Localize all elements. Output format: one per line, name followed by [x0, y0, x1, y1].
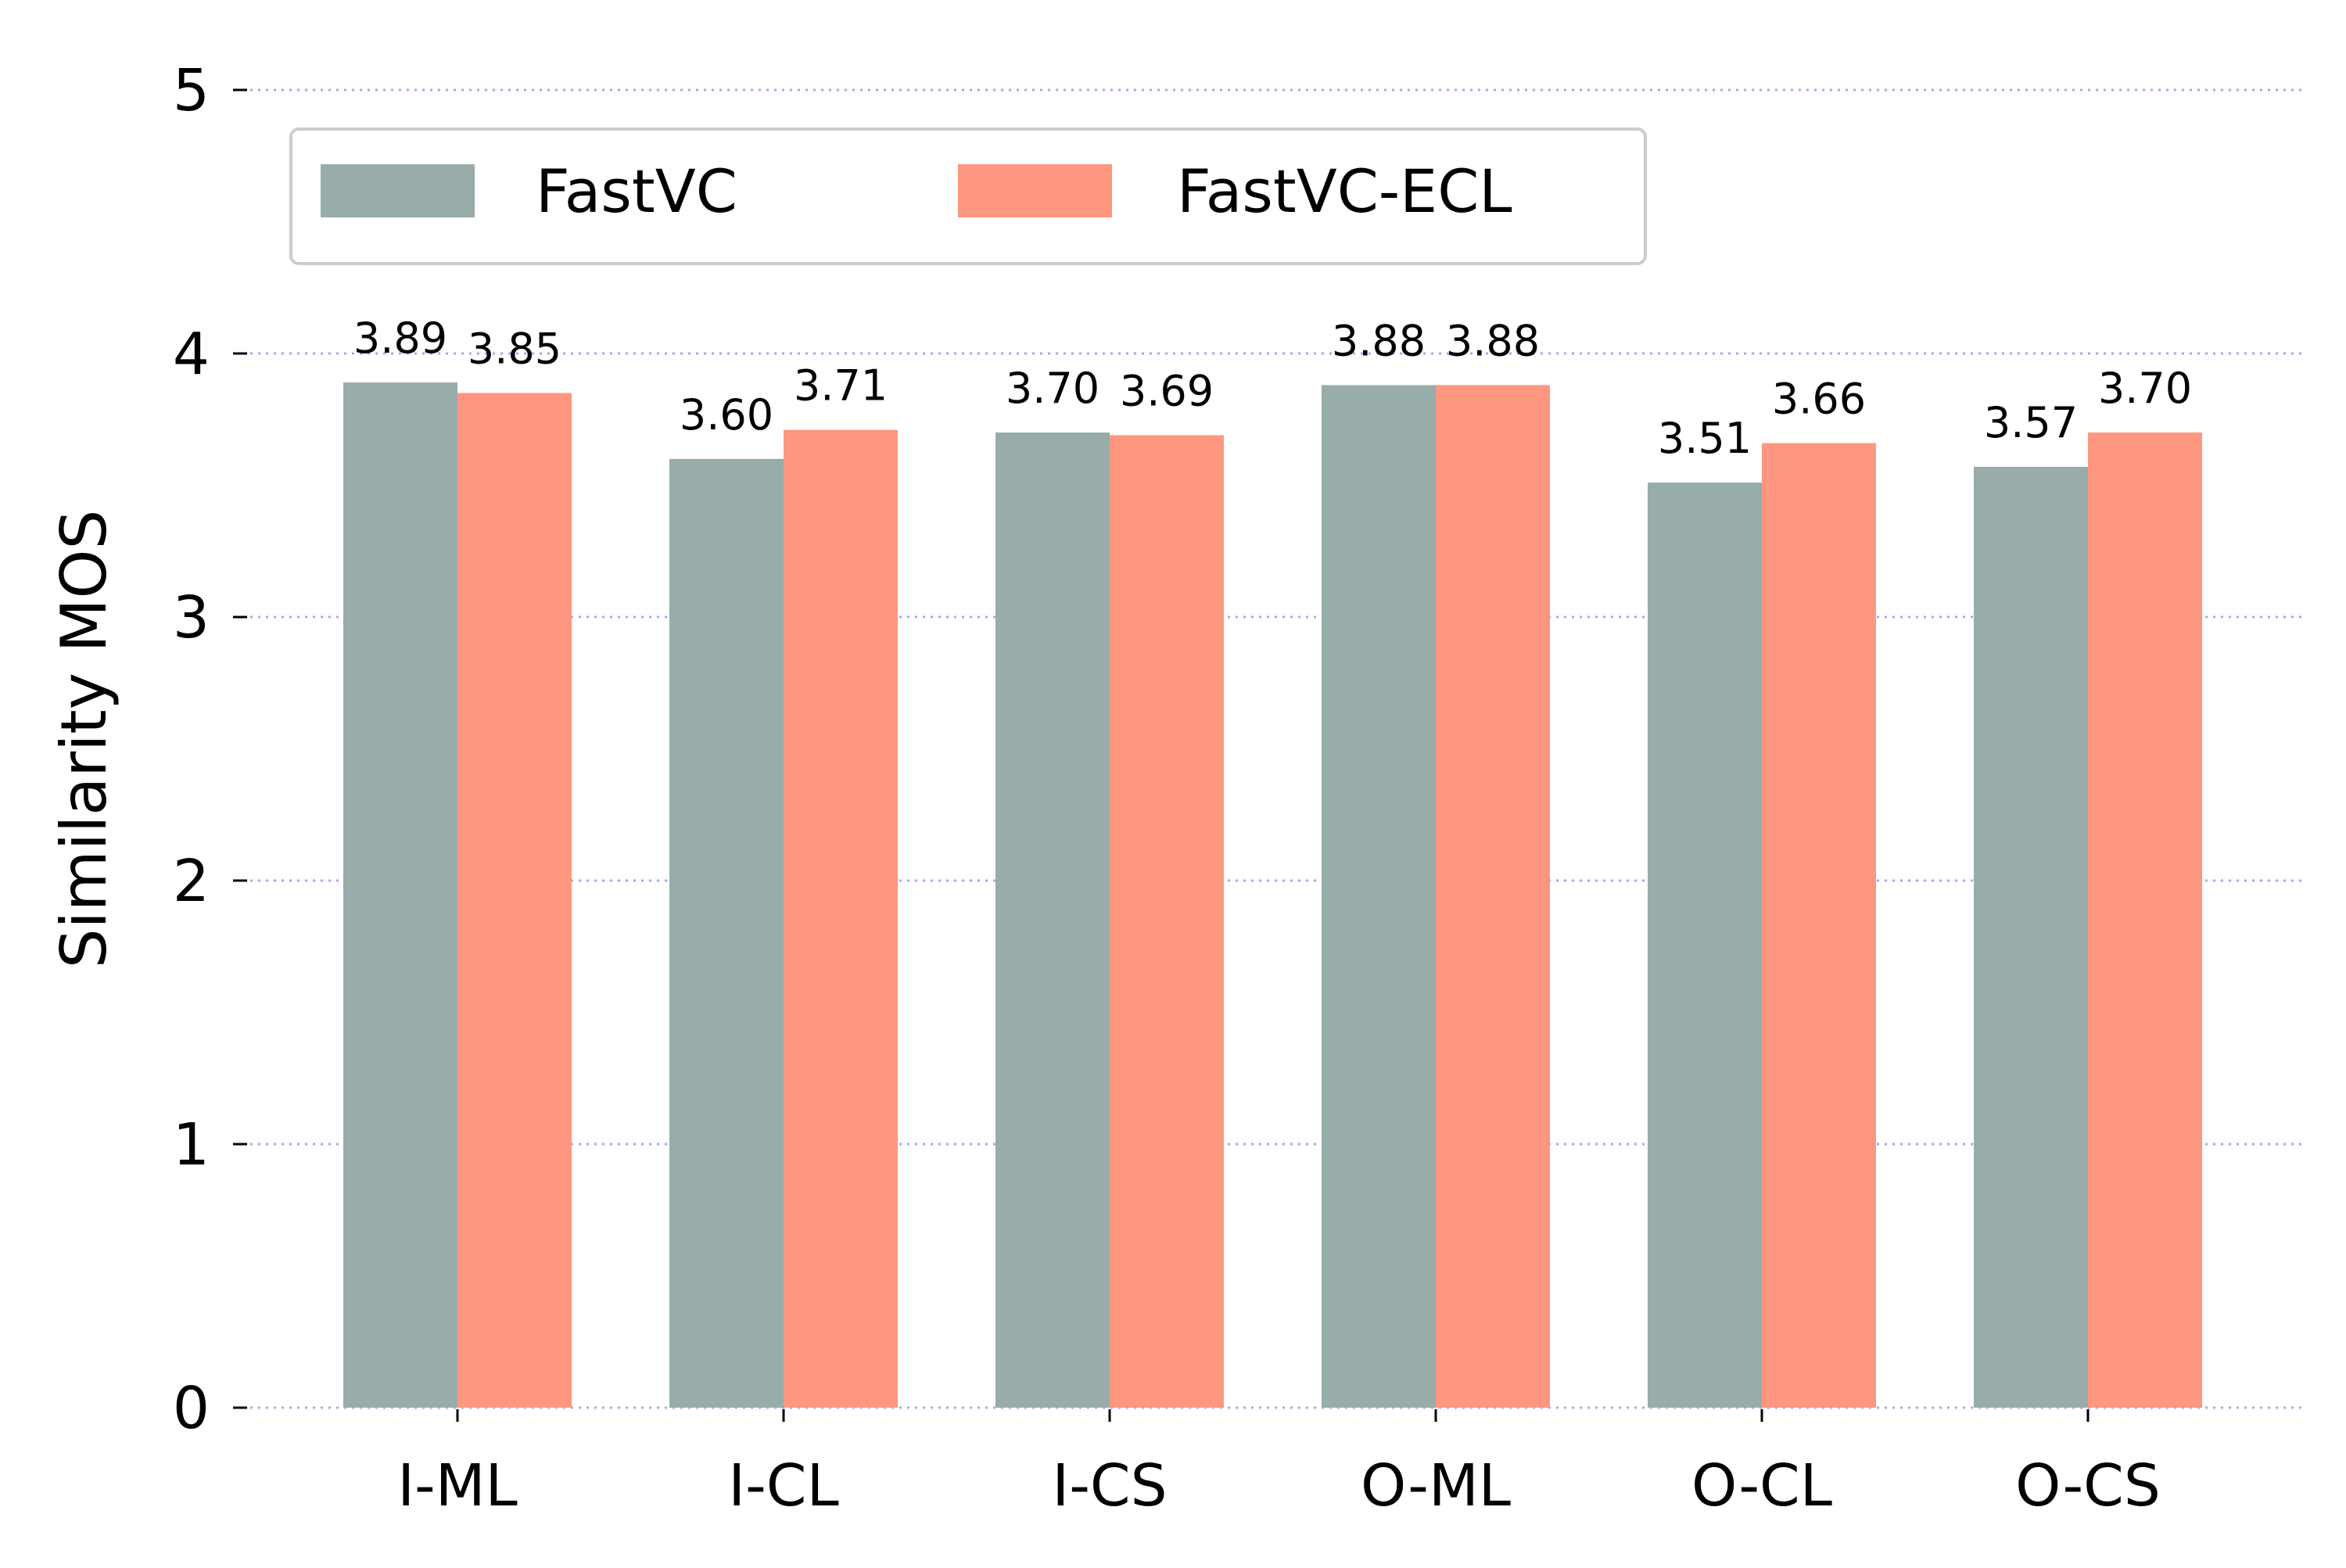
data-label: 3.88	[1446, 316, 1540, 365]
x-tick-label: I-ML	[397, 1452, 518, 1520]
legend-label-fastvc: FastVC	[536, 156, 737, 226]
y-tick-label: 1	[173, 1111, 210, 1179]
legend: FastVC FastVC-ECL	[289, 127, 1647, 265]
legend-swatch-fastvc-ecl	[958, 164, 1112, 217]
data-label: 3.70	[1006, 364, 1099, 413]
bar-fastvc-ecl-o-ml	[1436, 385, 1550, 1408]
y-tick-label: 4	[173, 321, 210, 388]
x-tick-label: O-CL	[1691, 1452, 1832, 1520]
y-tick-label: 5	[173, 57, 210, 124]
y-axis-label: Similarity MOS	[48, 510, 120, 968]
data-label: 3.60	[680, 390, 773, 440]
x-tick-label: O-CS	[2015, 1452, 2161, 1520]
data-label: 3.88	[1332, 316, 1426, 365]
x-axis: I-ML I-CL I-CS O-ML O-CL O-CS	[397, 1409, 2161, 1520]
bar-fastvc-ecl-i-cs	[1110, 435, 1224, 1408]
bar-fastvc-ecl-i-cl	[784, 429, 898, 1408]
data-label: 3.85	[468, 325, 561, 374]
data-labels-layer: 3.89 3.85 3.60 3.71 3.70 3.69 3.88 3.88 3.51 3.66…	[353, 314, 2192, 463]
data-label: 3.51	[1658, 414, 1752, 463]
data-label: 3.89	[353, 314, 447, 363]
x-tick-label: I-CS	[1052, 1452, 1167, 1520]
bar-fastvc-i-cs	[995, 432, 1110, 1408]
data-label: 3.70	[2098, 364, 2192, 413]
data-label: 3.69	[1120, 366, 1214, 415]
bar-fastvc-o-ml	[1322, 385, 1436, 1408]
y-tick-label: 2	[173, 848, 210, 915]
data-label: 3.57	[1984, 398, 2078, 447]
data-label: 3.66	[1772, 375, 1866, 424]
bar-fastvc-ecl-o-cs	[2088, 432, 2202, 1408]
data-label: 3.71	[794, 361, 888, 411]
bar-fastvc-ecl-o-cl	[1762, 443, 1876, 1408]
y-axis: 0 1 2 3 4 5	[173, 57, 247, 1442]
y-tick-label: 0	[173, 1375, 210, 1442]
bar-fastvc-o-cl	[1648, 483, 1762, 1408]
bar-fastvc-i-cl	[669, 458, 784, 1408]
bars-layer	[343, 382, 2202, 1408]
legend-swatch-fastvc	[321, 164, 475, 217]
legend-label-fastvc-ecl: FastVC-ECL	[1177, 156, 1512, 226]
bar-fastvc-o-cs	[1974, 466, 2088, 1408]
y-tick-label: 3	[173, 584, 210, 651]
bar-fastvc-ecl-i-ml	[457, 393, 572, 1408]
x-tick-label: I-CL	[728, 1452, 838, 1520]
bar-fastvc-i-ml	[343, 382, 457, 1408]
grid-layer	[250, 88, 2303, 1409]
x-tick-label: O-ML	[1361, 1452, 1511, 1520]
